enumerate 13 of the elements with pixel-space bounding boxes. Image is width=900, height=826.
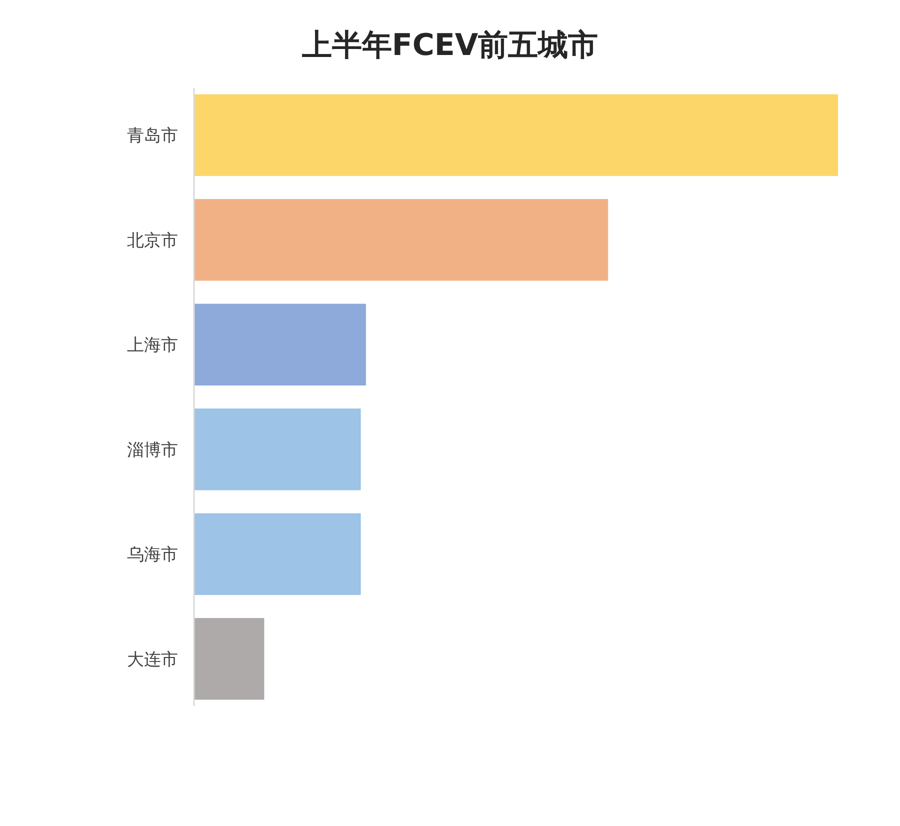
y-tick-label: 乌海市 — [127, 545, 178, 566]
bar — [194, 618, 264, 700]
bar — [194, 408, 361, 490]
bar — [194, 304, 366, 386]
y-tick-label: 大连市 — [127, 650, 178, 670]
y-tick-label: 上海市 — [127, 336, 178, 356]
y-tick-label: 青岛市 — [127, 126, 178, 146]
y-tick-label: 淄博市 — [127, 440, 178, 460]
y-tick-label: 北京市 — [127, 230, 178, 251]
bar — [194, 513, 361, 595]
bar — [194, 94, 838, 176]
chart-title: 上半年FCEV前五城市 — [300, 28, 598, 63]
bar — [194, 199, 608, 281]
